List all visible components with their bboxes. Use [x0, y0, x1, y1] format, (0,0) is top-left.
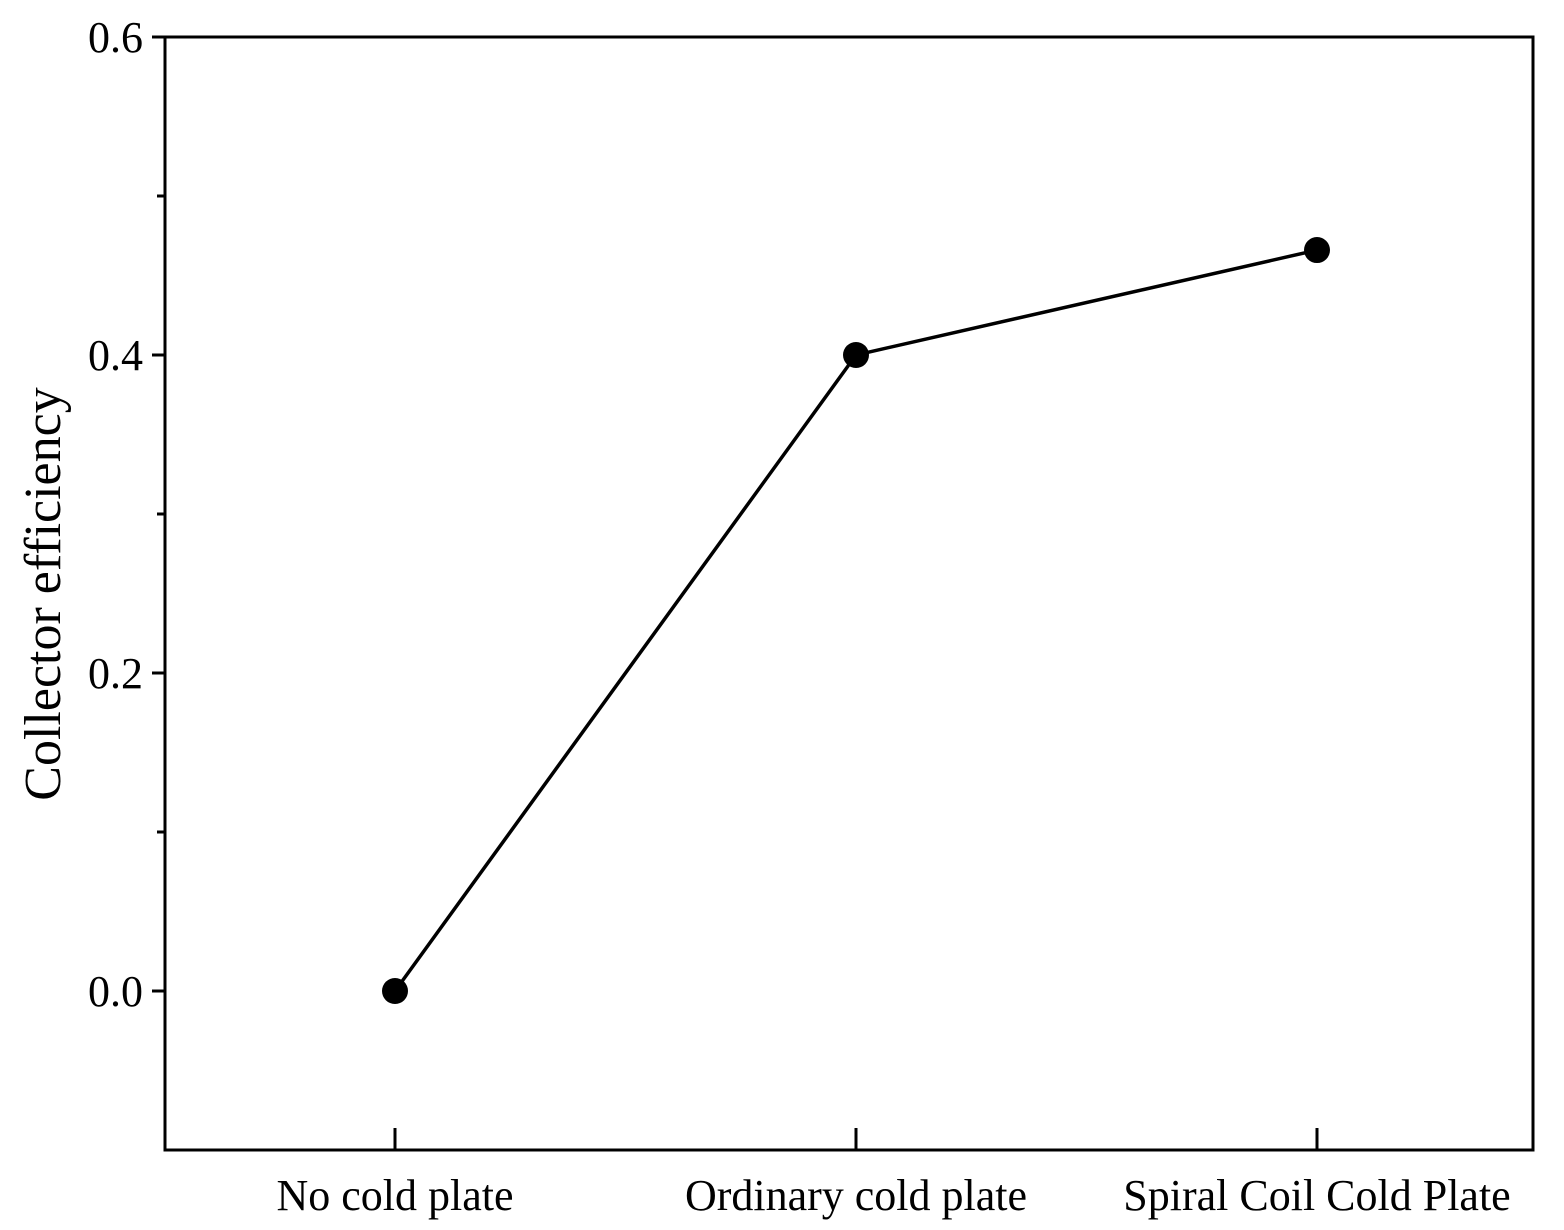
- y-tick-label: 0.0: [88, 967, 143, 1016]
- series-markers: [382, 237, 1330, 1004]
- x-axis-ticks: No cold plate Ordinary cold plate Spiral C…: [276, 1128, 1511, 1220]
- data-point: [1304, 237, 1330, 264]
- data-point: [382, 978, 408, 1004]
- y-axis-title: Collector efficiency: [15, 387, 72, 800]
- y-tick-label: 0.6: [88, 13, 143, 62]
- y-axis-ticks: 0.0 0.2 0.4 0.6: [88, 13, 165, 1016]
- x-tick-label: Spiral Coil Cold Plate: [1123, 1171, 1510, 1220]
- y-tick-label: 0.2: [88, 649, 143, 698]
- x-tick-label: No cold plate: [276, 1171, 513, 1220]
- plot-frame: [163, 35, 1535, 1152]
- data-point: [843, 342, 869, 368]
- y-tick-label: 0.4: [88, 331, 143, 380]
- x-tick-label: Ordinary cold plate: [685, 1171, 1027, 1220]
